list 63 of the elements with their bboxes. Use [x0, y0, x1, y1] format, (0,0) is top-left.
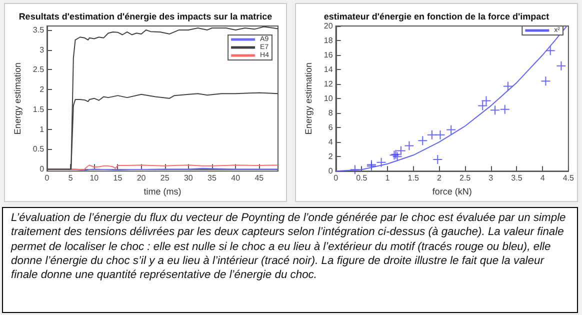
point	[392, 152, 402, 162]
y-tick-label: 0	[328, 166, 334, 176]
y-tick-label: 1	[40, 124, 45, 134]
y-tick-label: 3.5	[32, 25, 45, 34]
point	[500, 104, 510, 114]
y-tick-label: 20	[324, 22, 334, 30]
y-tick-label: 14	[324, 65, 334, 74]
y-axis-title: Energy estimation	[304, 62, 314, 135]
point	[396, 146, 406, 156]
y-tick-label: 0	[40, 164, 45, 174]
chart-title: Resultats d'estimation d'énergie des impacts sur la matrice	[18, 12, 272, 22]
x-tick-label: 40	[231, 174, 241, 183]
point	[435, 130, 446, 140]
x-tick-label: 35	[208, 174, 217, 183]
chart-title: estimateur d'énergie en fonction de la force d'impact	[324, 12, 550, 22]
x-tick-label: 2	[436, 174, 442, 183]
point	[490, 105, 500, 116]
x-tick-label: 0.5	[356, 174, 368, 183]
point	[502, 81, 513, 92]
y-tick-label: 8	[328, 108, 334, 118]
y-tick-label: 3	[40, 45, 45, 54]
x-tick-label: 3	[488, 174, 494, 183]
point	[446, 124, 456, 135]
point	[404, 140, 414, 151]
point	[545, 46, 556, 56]
point	[540, 76, 551, 86]
x-tick-label: 1.5	[408, 174, 420, 183]
x-tick-label: 15	[113, 174, 123, 183]
x-tick-label: 2.5	[459, 174, 472, 183]
point	[432, 154, 443, 164]
point	[376, 157, 386, 168]
text: L’évaluation de l’énergie du flux du vecteur de Poynting de l’onde générée par le choc est évaluée par un simple traitement des tensions délivrées par les deux capteurs selon l’intégration ci-dessus (à gauche). La valeur finale permet de localiser le choc : elle est nulle si le choc a eu lieu à l’extérieur du motif (tracés rouge ou bleu), elle donne l’énergie du choc s’il y a eu lieu à l’intérieur (tracé noir). La figure de droite illustre le fait que la valeur finale donne une quantité représentative de l’énergie du choc.	[10, 211, 567, 284]
y-tick-label: 4	[328, 138, 334, 147]
y-tick-label: 2	[40, 85, 45, 94]
y-tick-label: 16	[324, 50, 334, 60]
line-series	[335, 26, 568, 172]
x-tick-label: 30	[184, 174, 194, 183]
x-tick-label: 20	[136, 174, 146, 183]
x-tick-label: 10	[90, 174, 100, 183]
y-tick-label: 10	[324, 94, 334, 104]
point	[481, 96, 492, 106]
x-tick-label: 4.5	[562, 174, 575, 183]
point	[556, 60, 566, 71]
x-axis-title: time (ms)	[144, 186, 182, 196]
y-tick-label: 12	[324, 80, 334, 89]
x-tick-label: 4	[540, 174, 546, 183]
y-tick-label: 2.5	[32, 65, 45, 74]
y-tick-label: 6	[328, 123, 334, 132]
point	[418, 136, 428, 146]
point	[478, 100, 488, 111]
x-tick-label: 1	[385, 174, 390, 183]
x-tick-label: 45	[254, 174, 264, 183]
y-tick-label: 0.5	[32, 144, 45, 154]
x-tick-label: 3.5	[511, 174, 523, 183]
y-tick-label: 1.5	[32, 104, 45, 114]
y-axis-title: Energy estimation	[12, 62, 22, 135]
x-tick-label: 5	[68, 174, 74, 183]
x-tick-label: 25	[160, 174, 170, 183]
x-axis-title: force (kN)	[432, 186, 472, 196]
point	[350, 164, 360, 175]
y-tick-label: 2	[328, 152, 334, 162]
point	[426, 130, 437, 140]
y-tick-label: 18	[324, 36, 334, 46]
